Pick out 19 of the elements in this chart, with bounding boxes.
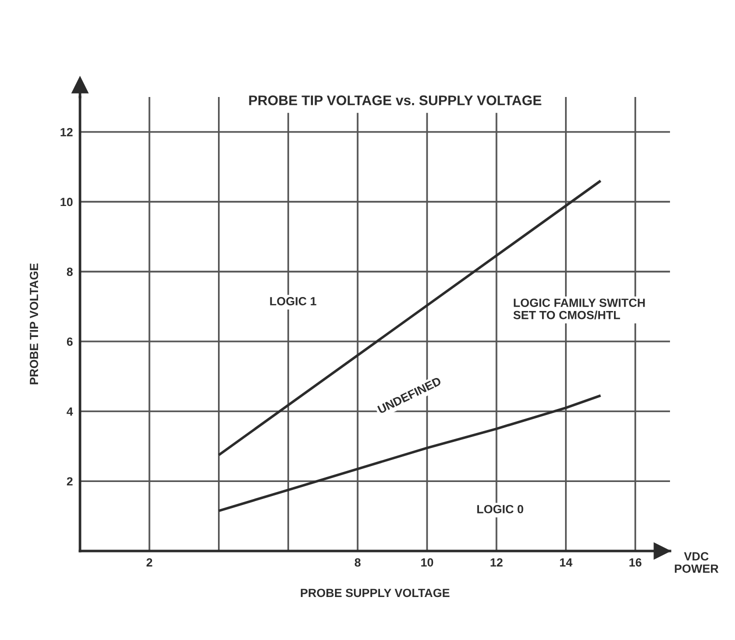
x-axis-title: PROBE SUPPLY VOLTAGE	[300, 588, 450, 598]
x-tick-label: 14	[560, 558, 572, 566]
y-tick-label: 2	[66, 477, 73, 486]
y-tick-label: 8	[66, 268, 73, 276]
x-tick-label: 10	[421, 558, 434, 567]
x-tick-label: 12	[490, 558, 503, 566]
annotation: LOGIC FAMILY SWITCH SET TO CMOS/HTL	[513, 298, 645, 320]
x-tick-label: 8	[354, 558, 361, 567]
y-tick-label: 10	[60, 198, 73, 206]
y-tick-label: 6	[66, 337, 73, 346]
x-tick-label: 16	[629, 558, 642, 567]
annotation: LOGIC 1	[270, 297, 316, 306]
y-axis-title: PROBE TIP VOLTAGE	[30, 263, 38, 384]
y-tick-label: 12	[60, 128, 73, 136]
x-tick-label: 2	[146, 558, 152, 566]
text: VDC POWER	[674, 552, 718, 573]
chart-title: PROBE TIP VOLTAGE vs. SUPPLY VOLTAGE	[249, 95, 542, 106]
annotation: LOGIC 0	[477, 504, 524, 514]
y-tick-label: 4	[66, 407, 73, 416]
